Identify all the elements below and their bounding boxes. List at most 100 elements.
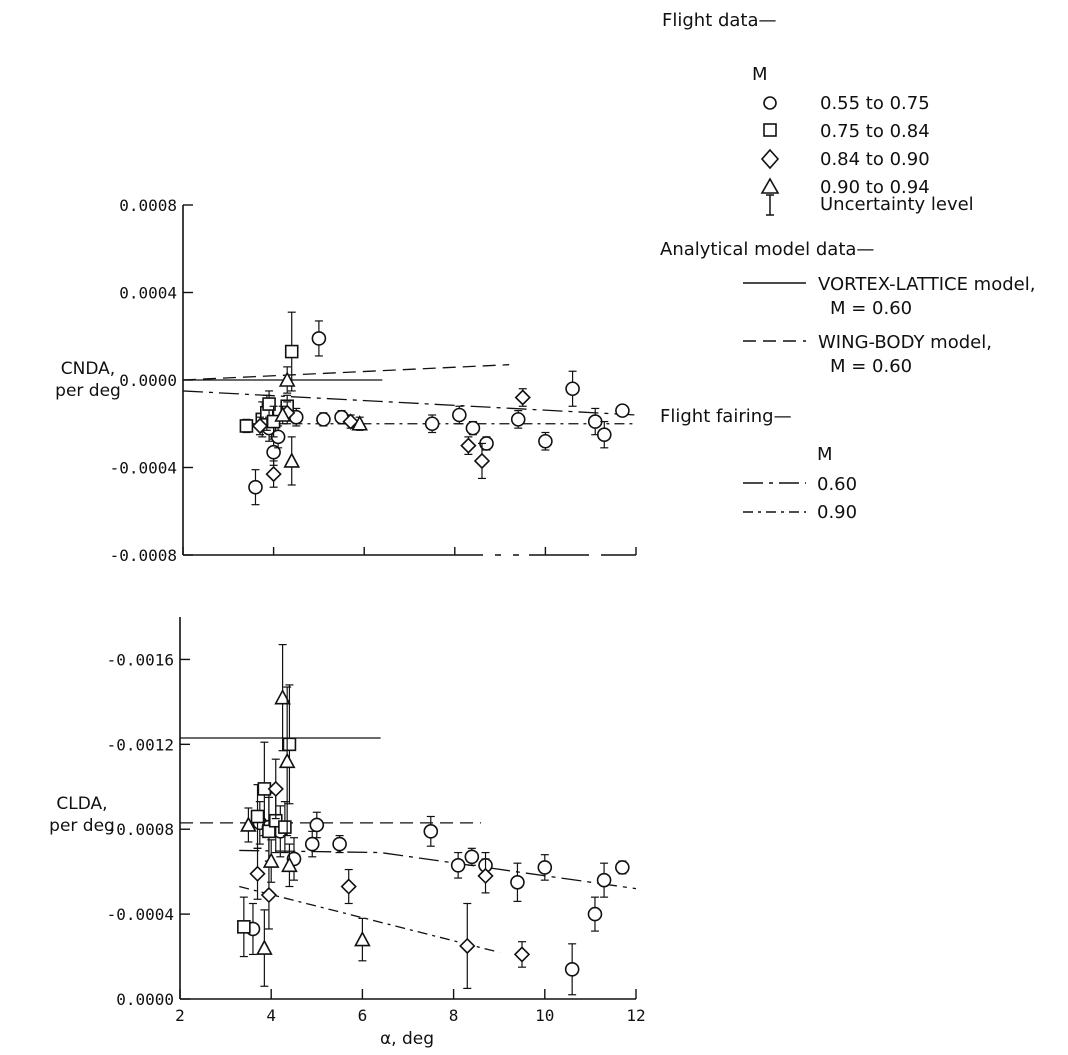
clda-point-circle: [309, 811, 325, 839]
cnda-point-circle: [316, 412, 331, 427]
clda-point-square: [278, 801, 292, 854]
clda-point-diamond: [340, 868, 357, 905]
clda-ytick-label: -0.0004: [107, 905, 174, 924]
clda-ytick-label: -0.0016: [107, 650, 174, 669]
legend-item-diamond: 0.84 to 0.90: [760, 148, 930, 170]
clda-panel: CLDA, per deg α, deg -0.0016 -0.0012 -0.00…: [49, 617, 646, 1049]
cnda-point-circle: [248, 469, 263, 506]
clda-ylabel-line1: CLDA,: [56, 794, 107, 814]
cnda-point-triangle: [278, 366, 296, 394]
legend-item-label: 0.90 to 0.94: [820, 177, 930, 198]
clda-point-triangle: [240, 807, 257, 843]
legend-item-label: Uncertainty level: [820, 194, 974, 215]
cnda-ytick-label: -0.0008: [110, 546, 177, 565]
legend-item-triangle: 0.90 to 0.94: [760, 177, 930, 198]
legend: Flight data— M 0.55 to 0.75 0.75 to 0.84…: [660, 10, 1035, 523]
legend-item-label: 0.75 to 0.84: [820, 121, 930, 142]
clda-ytick-label: -0.0008: [107, 820, 174, 839]
clda-point-circle: [564, 943, 580, 996]
clda-point-triangle: [281, 843, 298, 888]
cnda-point-square: [239, 418, 254, 434]
cnda-model-line: [182, 364, 510, 381]
circle-marker-icon: [763, 96, 777, 110]
clda-point-circle: [510, 862, 525, 902]
clda-point-triangle: [354, 917, 371, 962]
xtick-label: 8: [449, 1006, 459, 1025]
legend-item-uncertainty: Uncertainty level: [766, 194, 974, 216]
legend-item-vortex-lattice: VORTEX-LATTICE model, M = 0.60: [743, 274, 1035, 319]
clda-point-diamond: [249, 847, 266, 900]
cnda-point-circle: [452, 405, 467, 425]
cnda-point-diamond: [460, 436, 477, 455]
clda-point-diamond: [267, 758, 284, 820]
clda-fairing-line: [239, 849, 637, 890]
cnda-ytick-label: 0.0004: [119, 284, 177, 303]
clda-point-circle: [464, 847, 480, 866]
legend-item-label: 0.90: [817, 502, 857, 523]
clda-point-circle: [615, 860, 630, 875]
clda-point-circle: [332, 834, 347, 854]
legend-item-circle: 0.55 to 0.75: [763, 93, 930, 114]
cnda-point-circle: [538, 431, 553, 451]
legend-item-fairing-060: 0.60: [743, 474, 857, 495]
clda-point-square: [282, 684, 297, 805]
xtick-label: 12: [626, 1006, 645, 1025]
clda-ytick-label: 0.0000: [116, 990, 174, 1009]
clda-point-circle: [304, 830, 320, 858]
error-bar-icon: [766, 194, 774, 216]
cnda-point-triangle: [351, 415, 369, 431]
clda-point-circle: [587, 896, 603, 932]
cnda-fairing-line: [182, 390, 637, 416]
cnda-point-diamond: [473, 442, 491, 480]
xtick-label: 6: [358, 1006, 368, 1025]
clda-point-circle: [537, 854, 553, 881]
clda-point-diamond: [260, 860, 278, 930]
legend-item-square: 0.75 to 0.84: [763, 121, 930, 142]
cnda-point-circle: [311, 320, 327, 357]
clda-point-diamond: [513, 941, 531, 968]
clda-point-square: [237, 896, 251, 958]
legend-item-label: VORTEX-LATTICE model,: [818, 274, 1035, 295]
cnda-point-circle: [596, 420, 612, 449]
cnda-point-diamond: [342, 413, 359, 430]
legend-item-fairing-090: 0.90: [743, 502, 857, 523]
triangle-marker-icon: [760, 177, 780, 194]
cnda-point-circle: [565, 370, 580, 407]
cnda-point-diamond: [265, 460, 282, 488]
cnda-point-diamond: [251, 416, 269, 436]
legend-item-label-2: M = 0.60: [830, 298, 912, 319]
cnda-point-circle: [615, 403, 630, 418]
cnda-point-circle: [465, 420, 481, 436]
cnda-ytick-label: 0.0008: [119, 196, 177, 215]
cnda-point-circle: [510, 410, 526, 429]
legend-item-label: 0.55 to 0.75: [820, 93, 930, 114]
cnda-ylabel-line2: per deg: [55, 381, 121, 401]
legend-flight-title: Flight data—: [662, 10, 777, 31]
cnda-ytick-label: -0.0004: [110, 459, 177, 478]
cnda-point-square: [284, 311, 299, 392]
clda-point-diamond: [477, 858, 494, 894]
cnda-ytick-label: 0.0000: [119, 371, 177, 390]
clda-point-triangle: [274, 643, 291, 752]
xtick-label: 4: [266, 1006, 276, 1025]
legend-fairing-title: Flight fairing—: [660, 406, 792, 427]
legend-item-label-2: M = 0.60: [830, 356, 912, 377]
clda-point-circle: [596, 862, 612, 898]
diamond-marker-icon: [760, 148, 780, 170]
clda-point-triangle: [262, 839, 280, 883]
clda-point-diamond: [459, 902, 476, 989]
cnda-point-triangle: [274, 405, 291, 425]
clda-ytick-label: -0.0012: [107, 735, 174, 754]
xtick-label: 2: [175, 1006, 185, 1025]
cnda-panel: CNDA, per deg 0.0008 0.0004 0.0000 -0.0004 -…: [55, 196, 637, 565]
cnda-ylabel-line1: CNDA,: [61, 359, 115, 379]
xtick-label: 10: [535, 1006, 554, 1025]
cnda-point-circle: [424, 414, 440, 434]
clda-point-triangle: [278, 686, 296, 837]
cnda-point-circle: [587, 407, 603, 436]
legend-item-label: WING-BODY model,: [818, 332, 992, 353]
clda-point-circle: [423, 815, 439, 847]
clda-point-triangle: [256, 909, 273, 987]
clda-fairing-line: [239, 885, 500, 953]
